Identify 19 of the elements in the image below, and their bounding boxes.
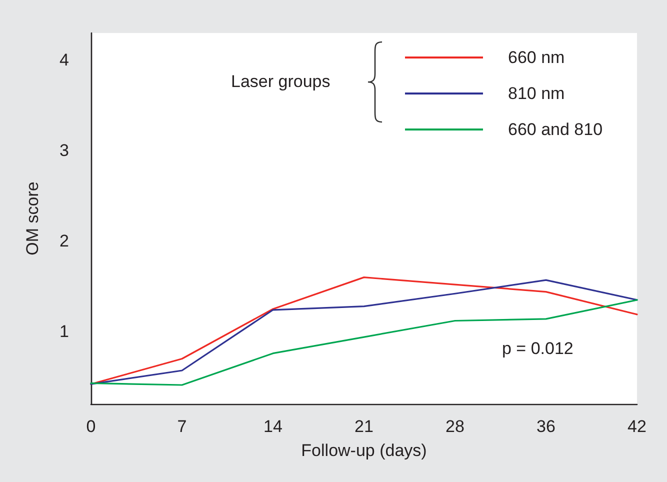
line-series <box>90 299 638 386</box>
x-tick-label: 14 <box>264 417 282 436</box>
x-tick-label: 36 <box>536 417 556 436</box>
x-tick-label: 7 <box>177 417 187 436</box>
x-tick-label: 42 <box>628 417 646 436</box>
legend-label: 660 and 810 <box>508 120 603 139</box>
legend-label: 810 nm <box>508 84 565 103</box>
x-tick-label: 21 <box>354 417 374 436</box>
x-tick-label: 28 <box>446 417 464 436</box>
annotation: p = 0.012 <box>502 339 574 358</box>
y-tick-label: 2 <box>60 232 69 251</box>
legend-title: Laser groups <box>231 72 330 91</box>
y-tick-label: 4 <box>60 50 69 70</box>
y-tick-label: 1 <box>60 322 69 342</box>
y-tick-label: 3 <box>60 141 69 160</box>
y-axis-title: OM score <box>23 182 42 256</box>
legend-label: 660 nm <box>508 48 565 67</box>
x-axis-title: Follow-up (days) <box>301 441 427 460</box>
x-tick-label: 0 <box>86 417 96 436</box>
